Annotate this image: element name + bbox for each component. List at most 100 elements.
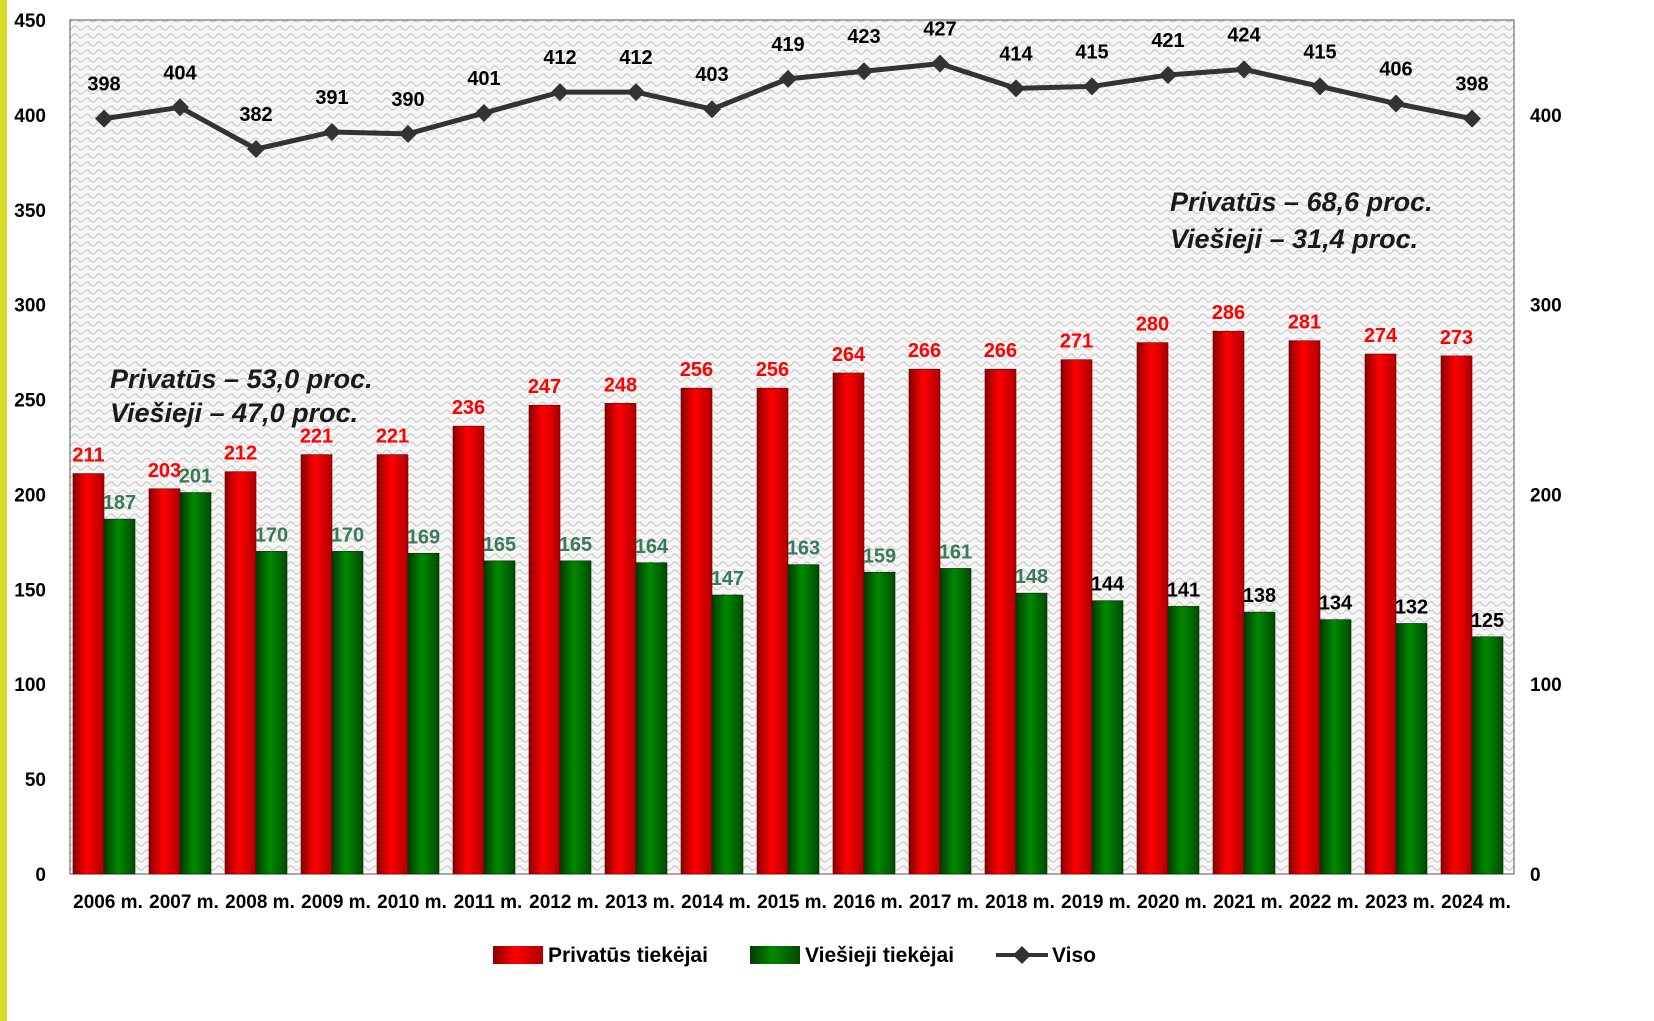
y2-tick-label: 400 xyxy=(1530,106,1562,127)
left-accent-strip xyxy=(0,0,7,1021)
legend-swatch-public xyxy=(750,946,800,964)
data-label-total: 415 xyxy=(1075,41,1108,63)
bar-public xyxy=(1091,600,1124,875)
bar-private xyxy=(984,368,1017,875)
data-label-private: 203 xyxy=(148,460,181,482)
line-marker-total xyxy=(931,54,949,73)
data-label-public: 165 xyxy=(559,534,592,556)
bar-public xyxy=(483,560,516,875)
data-label-private: 212 xyxy=(224,443,257,465)
bar-private xyxy=(1364,353,1397,875)
bar-private xyxy=(1060,359,1093,875)
bar-public xyxy=(863,571,896,875)
legend-label-total: Viso xyxy=(1052,944,1096,967)
y-tick-label: 350 xyxy=(14,201,46,222)
y-tick-label: 100 xyxy=(14,675,46,696)
bar-public xyxy=(331,551,364,875)
data-label-total: 421 xyxy=(1151,30,1184,52)
bar-private xyxy=(832,372,865,875)
bar-private xyxy=(604,403,637,875)
data-label-private: 256 xyxy=(756,359,789,381)
y2-tick-label: 100 xyxy=(1530,675,1562,696)
data-label-total: 419 xyxy=(771,34,804,56)
data-label-public: 165 xyxy=(483,534,516,556)
bar-private xyxy=(72,473,105,875)
bar-private xyxy=(1136,342,1169,875)
y-tick-label: 150 xyxy=(14,580,46,601)
data-label-public: 141 xyxy=(1167,579,1200,601)
x-tick-label: 2019 m. xyxy=(1061,892,1131,913)
x-tick-label: 2018 m. xyxy=(985,892,1055,913)
bar-public xyxy=(1395,623,1428,875)
bar-private xyxy=(452,425,485,875)
annotation-2024-line1: Privatūs – 68,6 proc. xyxy=(1170,187,1433,217)
x-tick-label: 2013 m. xyxy=(605,892,675,913)
x-tick-label: 2009 m. xyxy=(301,892,371,913)
data-label-public: 161 xyxy=(939,541,972,563)
y2-tick-label: 0 xyxy=(1530,865,1541,886)
x-tick-label: 2015 m. xyxy=(757,892,827,913)
bar-public xyxy=(1471,636,1504,875)
legend: Privatūs tiekėjai Viešieji tiekėjai Viso xyxy=(493,944,1096,967)
annotation-2006-line2: Viešieji – 47,0 proc. xyxy=(110,398,358,428)
data-label-public: 187 xyxy=(103,492,136,514)
data-label-private: 221 xyxy=(300,426,333,448)
x-tick-label: 2020 m. xyxy=(1137,892,1207,913)
data-label-total: 398 xyxy=(87,74,120,96)
data-label-public: 132 xyxy=(1395,596,1428,618)
x-tick-label: 2014 m. xyxy=(681,892,751,913)
annotation-2024-line2: Viešieji – 31,4 proc. xyxy=(1170,224,1418,254)
line-marker-total xyxy=(171,98,189,117)
data-label-total: 424 xyxy=(1227,24,1261,46)
data-label-private: 221 xyxy=(376,426,409,448)
x-tick-label: 2010 m. xyxy=(377,892,447,913)
line-marker-total xyxy=(95,109,113,128)
bar-private xyxy=(680,387,713,875)
bar-public xyxy=(1319,619,1352,875)
line-marker-total xyxy=(399,124,417,143)
data-label-private: 211 xyxy=(72,445,104,467)
y-tick-label: 200 xyxy=(14,485,46,506)
x-tick-label: 2024 m. xyxy=(1441,892,1511,913)
line-marker-total xyxy=(1463,109,1481,128)
data-label-private: 266 xyxy=(908,340,941,362)
data-label-public: 170 xyxy=(331,524,364,546)
bar-public xyxy=(1015,592,1048,875)
bar-public xyxy=(255,551,288,875)
line-marker-total xyxy=(247,140,265,159)
data-label-public: 138 xyxy=(1243,585,1276,607)
bar-public xyxy=(787,564,820,875)
bar-private xyxy=(376,454,409,875)
line-marker-total xyxy=(779,69,797,88)
data-label-private: 273 xyxy=(1440,327,1473,349)
data-label-total: 427 xyxy=(923,19,956,41)
line-marker-total xyxy=(475,103,493,122)
x-tick-label: 2012 m. xyxy=(529,892,599,913)
bar-public xyxy=(939,568,972,875)
data-label-private: 256 xyxy=(680,359,713,381)
line-marker-total xyxy=(703,100,721,119)
x-tick-label: 2021 m. xyxy=(1213,892,1283,913)
data-label-total: 412 xyxy=(619,47,652,69)
y-tick-label: 0 xyxy=(35,865,46,886)
data-label-total: 398 xyxy=(1455,74,1488,96)
x-tick-label: 2008 m. xyxy=(225,892,295,913)
bar-private xyxy=(224,471,257,875)
data-label-public: 144 xyxy=(1091,574,1125,596)
legend-swatch-private xyxy=(493,946,543,964)
x-tick-label: 2011 m. xyxy=(454,892,523,913)
bar-private xyxy=(908,368,941,875)
y-tick-label: 400 xyxy=(14,106,46,127)
x-tick-label: 2007 m. xyxy=(149,892,219,913)
bar-public xyxy=(179,492,212,875)
line-marker-total xyxy=(1387,94,1405,113)
bar-public xyxy=(407,552,440,875)
data-label-private: 271 xyxy=(1060,331,1093,353)
bar-public xyxy=(559,560,592,875)
line-marker-total xyxy=(1007,79,1025,98)
bar-public xyxy=(711,594,744,875)
data-label-public: 159 xyxy=(863,545,896,567)
y2-tick-label: 300 xyxy=(1530,296,1562,317)
data-label-public: 201 xyxy=(179,466,212,488)
